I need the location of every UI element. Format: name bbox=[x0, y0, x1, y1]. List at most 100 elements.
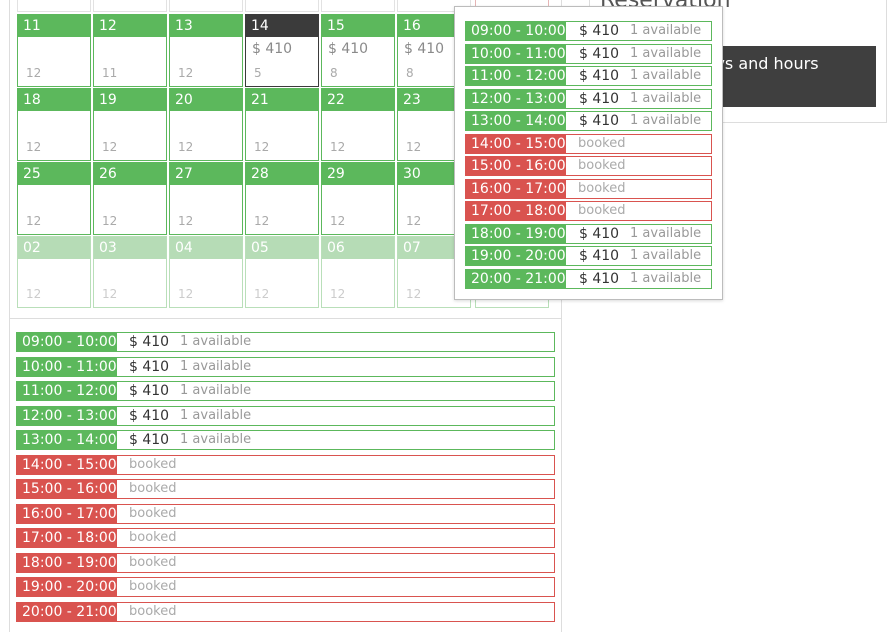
hour-slot[interactable]: 10:00 - 11:00 $ 410 1 available bbox=[16, 356, 555, 377]
calendar-day-number: 23 bbox=[398, 89, 470, 111]
hour-slot-availability: 1 available bbox=[180, 407, 252, 423]
hour-slot-time: 17:00 - 18:00 bbox=[466, 202, 566, 220]
hour-slot-availability: 1 available bbox=[630, 23, 702, 38]
hour-slot-availability: 1 available bbox=[630, 270, 702, 286]
calendar-day-number: 30 bbox=[398, 163, 470, 185]
hour-slot-time: 15:00 - 16:00 bbox=[17, 480, 117, 498]
calendar-day-availability-count: 12 bbox=[330, 214, 346, 228]
calendar-day-availability-count: 12 bbox=[254, 140, 270, 154]
hour-slot-booked[interactable]: 16:00 - 17:00 booked bbox=[16, 503, 555, 524]
hour-slot[interactable]: 13:00 - 14:00 $ 410 1 available bbox=[16, 430, 555, 450]
hour-slot[interactable]: 12:00 - 13:00 $ 410 1 available bbox=[465, 88, 712, 109]
hour-slot[interactable]: 09:00 - 10:00 $ 410 1 available bbox=[16, 332, 555, 352]
hour-slot-availability: 1 available bbox=[630, 68, 702, 83]
hour-slot-availability: 1 available bbox=[180, 358, 252, 374]
calendar-day-cell[interactable]: 05 12 bbox=[245, 236, 319, 308]
hour-slot-booked[interactable]: 15:00 - 16:00 booked bbox=[16, 479, 555, 499]
hour-slot-status: booked bbox=[578, 135, 626, 151]
calendar-day-cell[interactable]: 06 12 bbox=[321, 236, 395, 308]
calendar-day-price: $ 410 bbox=[404, 41, 445, 57]
calendar-day-availability-count: 12 bbox=[26, 140, 42, 154]
hour-slot-booked[interactable]: 19:00 - 20:00 booked bbox=[16, 577, 555, 597]
calendar-day-cell[interactable]: 02 12 bbox=[17, 236, 91, 308]
calendar-day-number: 28 bbox=[246, 163, 318, 185]
calendar-cell-stub bbox=[93, 0, 167, 12]
hour-slot-price: $ 410 bbox=[579, 68, 620, 84]
calendar-day-cell[interactable]: 26 12 bbox=[93, 162, 167, 235]
hours-popup: 09:00 - 10:00 $ 410 1 available 10:00 - 11:… bbox=[454, 6, 723, 300]
calendar-day-cell[interactable]: 27 12 bbox=[169, 162, 243, 235]
hour-slot-booked[interactable]: 18:00 - 19:00 booked bbox=[16, 552, 555, 573]
hour-slot-price: $ 410 bbox=[129, 383, 170, 399]
calendar-day-cell[interactable]: 18 12 bbox=[17, 88, 91, 161]
calendar-day-cell[interactable]: 13 12 bbox=[169, 14, 243, 87]
hour-slot[interactable]: 09:00 - 10:00 $ 410 1 available bbox=[465, 21, 712, 41]
hour-slot-price: $ 410 bbox=[579, 45, 620, 62]
hour-slot[interactable]: 12:00 - 13:00 $ 410 1 available bbox=[16, 405, 555, 426]
hour-slot-price: $ 410 bbox=[579, 23, 620, 39]
hour-slot-booked[interactable]: 14:00 - 15:00 booked bbox=[16, 454, 555, 475]
calendar-day-availability-count: 12 bbox=[178, 214, 194, 228]
calendar-day-number: 22 bbox=[322, 89, 394, 111]
calendar-day-cell[interactable]: 14 $ 410 5 bbox=[245, 14, 319, 87]
calendar-day-cell[interactable]: 03 12 bbox=[93, 236, 167, 308]
calendar-day-availability-count: 12 bbox=[102, 140, 118, 154]
calendar-day-availability-count: 12 bbox=[178, 140, 194, 154]
hour-slot-status: booked bbox=[129, 505, 177, 521]
calendar-day-cell[interactable]: 28 12 bbox=[245, 162, 319, 235]
calendar-day-cell[interactable]: 21 12 bbox=[245, 88, 319, 161]
hour-slot-time: 20:00 - 21:00 bbox=[17, 602, 117, 621]
hour-slot[interactable]: 13:00 - 14:00 $ 410 1 available bbox=[465, 111, 712, 131]
hour-slot[interactable]: 20:00 - 21:00 $ 410 1 available bbox=[465, 268, 712, 289]
hour-slot-booked[interactable]: 17:00 - 18:00 booked bbox=[465, 201, 712, 221]
calendar-day-cell[interactable]: 04 12 bbox=[169, 236, 243, 308]
calendar-day-cell[interactable]: 25 12 bbox=[17, 162, 91, 235]
calendar-cell-stub bbox=[245, 0, 319, 12]
calendar-day-availability-count: 5 bbox=[254, 66, 262, 80]
hour-slot[interactable]: 19:00 - 20:00 $ 410 1 available bbox=[465, 246, 712, 266]
hour-slot-booked[interactable]: 20:00 - 21:00 booked bbox=[16, 601, 555, 622]
hour-slot-time: 11:00 - 12:00 bbox=[466, 67, 566, 85]
hour-slot-availability: 1 available bbox=[630, 248, 702, 263]
hour-slot-status: booked bbox=[129, 554, 177, 570]
calendar-day-number: 04 bbox=[170, 237, 242, 259]
hour-slot-booked[interactable]: 17:00 - 18:00 booked bbox=[16, 528, 555, 548]
hour-slot[interactable]: 11:00 - 12:00 $ 410 1 available bbox=[16, 381, 555, 401]
calendar-cell-stub bbox=[17, 0, 91, 12]
hour-slot-status: booked bbox=[578, 158, 626, 173]
calendar-day-number: 27 bbox=[170, 163, 242, 185]
calendar-day-cell[interactable]: 12 11 bbox=[93, 14, 167, 87]
calendar-day-number: 02 bbox=[18, 237, 90, 259]
hour-slot-price: $ 410 bbox=[579, 113, 620, 129]
calendar-day-number: 15 bbox=[322, 15, 394, 37]
hour-slot-availability: 1 available bbox=[180, 334, 252, 349]
calendar-day-availability-count: 12 bbox=[102, 287, 118, 301]
calendar-day-price: $ 410 bbox=[328, 41, 369, 57]
hour-slot[interactable]: 18:00 - 19:00 $ 410 1 available bbox=[465, 223, 712, 244]
hour-slot-booked[interactable]: 15:00 - 16:00 booked bbox=[465, 156, 712, 176]
hour-slot-price: $ 410 bbox=[579, 90, 620, 107]
hour-slot-status: booked bbox=[129, 481, 177, 496]
hour-slot-time: 18:00 - 19:00 bbox=[17, 553, 117, 572]
calendar-day-cell[interactable]: 29 12 bbox=[321, 162, 395, 235]
calendar-day-cell[interactable]: 19 12 bbox=[93, 88, 167, 161]
calendar-day-availability-count: 12 bbox=[254, 214, 270, 228]
hour-slot-status: booked bbox=[129, 456, 177, 472]
calendar-day-number: 06 bbox=[322, 237, 394, 259]
calendar-day-cell[interactable]: 30 12 bbox=[397, 162, 471, 235]
hour-slot[interactable]: 10:00 - 11:00 $ 410 1 available bbox=[465, 43, 712, 64]
calendar-day-cell[interactable]: 20 12 bbox=[169, 88, 243, 161]
hour-slot-availability: 1 available bbox=[630, 90, 702, 106]
hour-slot-booked[interactable]: 16:00 - 17:00 booked bbox=[465, 178, 712, 199]
calendar-day-cell[interactable]: 11 12 bbox=[17, 14, 91, 87]
calendar-day-availability-count: 12 bbox=[102, 214, 118, 228]
calendar-day-availability-count: 12 bbox=[26, 214, 42, 228]
hour-slot[interactable]: 11:00 - 12:00 $ 410 1 available bbox=[465, 66, 712, 86]
calendar-day-number: 25 bbox=[18, 163, 90, 185]
calendar-day-cell[interactable]: 15 $ 410 8 bbox=[321, 14, 395, 87]
calendar-day-cell[interactable]: 22 12 bbox=[321, 88, 395, 161]
hour-slot-booked[interactable]: 14:00 - 15:00 booked bbox=[465, 133, 712, 154]
calendar-day-availability-count: 12 bbox=[254, 287, 270, 301]
calendar-day-availability-count: 12 bbox=[26, 287, 42, 301]
calendar-day-availability-count: 12 bbox=[178, 66, 194, 80]
